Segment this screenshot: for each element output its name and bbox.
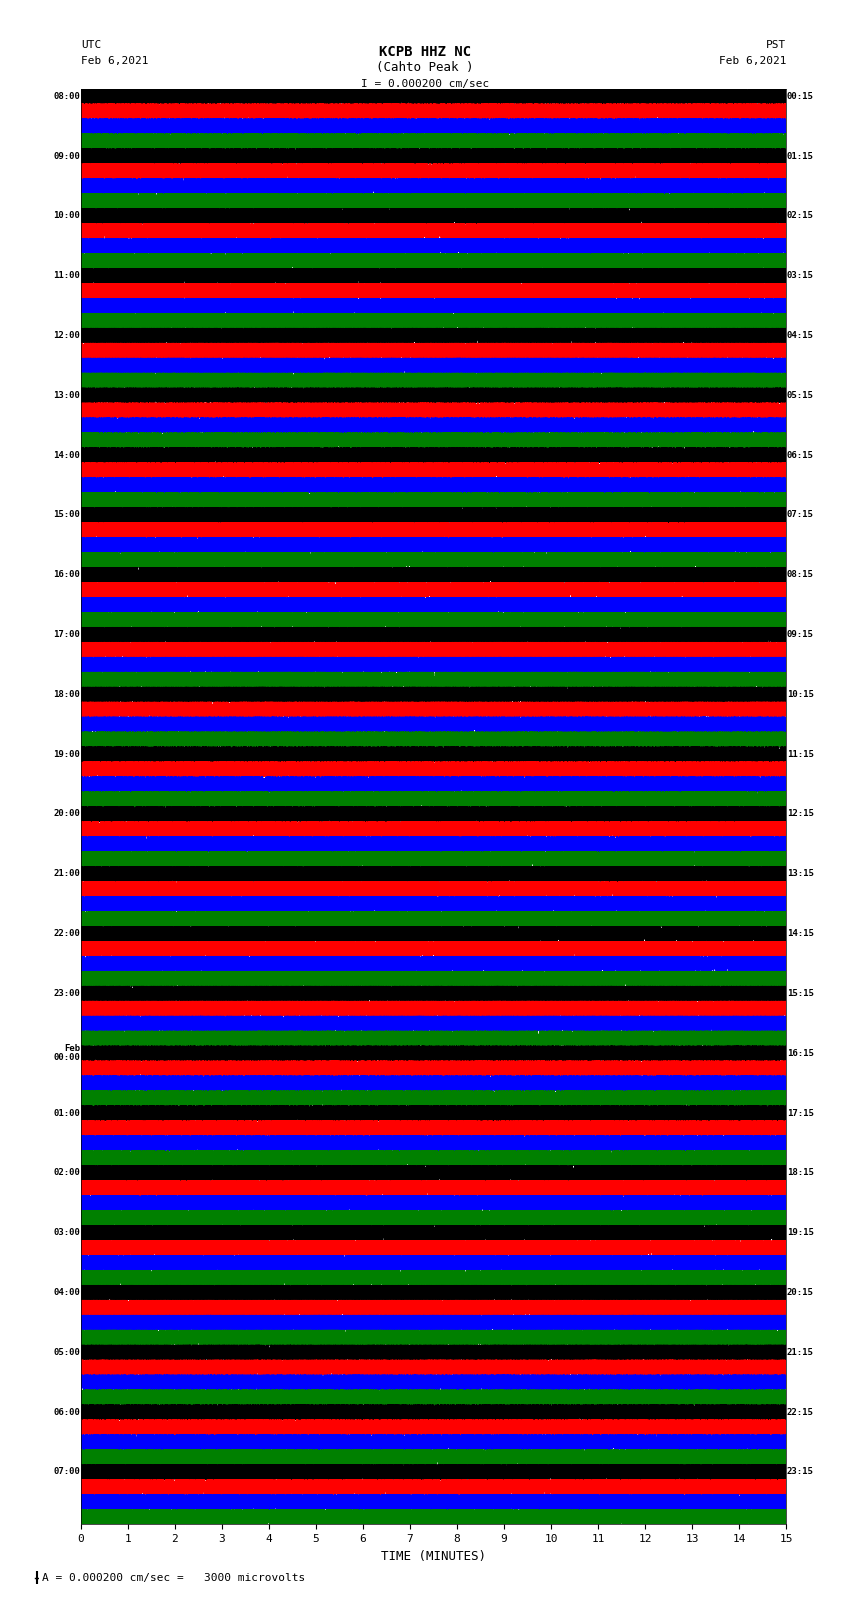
Text: 16:15: 16:15: [787, 1048, 813, 1058]
Text: 22:15: 22:15: [787, 1408, 813, 1416]
Text: 11:00: 11:00: [54, 271, 80, 281]
Text: 13:00: 13:00: [54, 390, 80, 400]
Text: 21:00: 21:00: [54, 869, 80, 879]
Text: 14:00: 14:00: [54, 450, 80, 460]
Text: 05:00: 05:00: [54, 1348, 80, 1357]
Text: Feb 6,2021: Feb 6,2021: [719, 56, 786, 66]
Text: 18:15: 18:15: [787, 1168, 813, 1177]
Text: 09:15: 09:15: [787, 631, 813, 639]
Text: 19:00: 19:00: [54, 750, 80, 758]
Text: 21:15: 21:15: [787, 1348, 813, 1357]
Text: 20:00: 20:00: [54, 810, 80, 818]
Text: 23:00: 23:00: [54, 989, 80, 998]
Text: 02:00: 02:00: [54, 1168, 80, 1177]
Text: Feb 6,2021: Feb 6,2021: [81, 56, 148, 66]
Text: 08:00: 08:00: [54, 92, 80, 100]
Text: 01:00: 01:00: [54, 1108, 80, 1118]
Text: 00:15: 00:15: [787, 92, 813, 100]
Text: 19:15: 19:15: [787, 1227, 813, 1237]
Text: 01:15: 01:15: [787, 152, 813, 161]
Text: 17:15: 17:15: [787, 1108, 813, 1118]
Text: 07:15: 07:15: [787, 510, 813, 519]
Text: (Cahto Peak ): (Cahto Peak ): [377, 61, 473, 74]
Text: 05:15: 05:15: [787, 390, 813, 400]
Text: 06:00: 06:00: [54, 1408, 80, 1416]
Text: 10:15: 10:15: [787, 690, 813, 698]
Text: 00:00: 00:00: [54, 1053, 80, 1063]
Text: 12:00: 12:00: [54, 331, 80, 340]
Text: 20:15: 20:15: [787, 1289, 813, 1297]
Text: 22:00: 22:00: [54, 929, 80, 939]
Text: KCPB HHZ NC: KCPB HHZ NC: [379, 45, 471, 58]
Text: 06:15: 06:15: [787, 450, 813, 460]
Text: Feb: Feb: [64, 1044, 80, 1053]
Text: 14:15: 14:15: [787, 929, 813, 939]
Text: 13:15: 13:15: [787, 869, 813, 879]
Text: 02:15: 02:15: [787, 211, 813, 221]
Text: 17:00: 17:00: [54, 631, 80, 639]
Text: 04:00: 04:00: [54, 1289, 80, 1297]
Text: 04:15: 04:15: [787, 331, 813, 340]
Text: 18:00: 18:00: [54, 690, 80, 698]
Text: I = 0.000200 cm/sec: I = 0.000200 cm/sec: [361, 79, 489, 89]
Text: 16:00: 16:00: [54, 571, 80, 579]
Text: 11:15: 11:15: [787, 750, 813, 758]
Text: A = 0.000200 cm/sec =   3000 microvolts: A = 0.000200 cm/sec = 3000 microvolts: [42, 1573, 306, 1582]
Text: 03:00: 03:00: [54, 1227, 80, 1237]
Text: 23:15: 23:15: [787, 1468, 813, 1476]
Text: 10:00: 10:00: [54, 211, 80, 221]
X-axis label: TIME (MINUTES): TIME (MINUTES): [381, 1550, 486, 1563]
Text: 09:00: 09:00: [54, 152, 80, 161]
Text: 08:15: 08:15: [787, 571, 813, 579]
Text: 15:15: 15:15: [787, 989, 813, 998]
Text: 07:00: 07:00: [54, 1468, 80, 1476]
Text: 03:15: 03:15: [787, 271, 813, 281]
Text: 15:00: 15:00: [54, 510, 80, 519]
Text: UTC: UTC: [81, 40, 101, 50]
Text: 12:15: 12:15: [787, 810, 813, 818]
Text: PST: PST: [766, 40, 786, 50]
